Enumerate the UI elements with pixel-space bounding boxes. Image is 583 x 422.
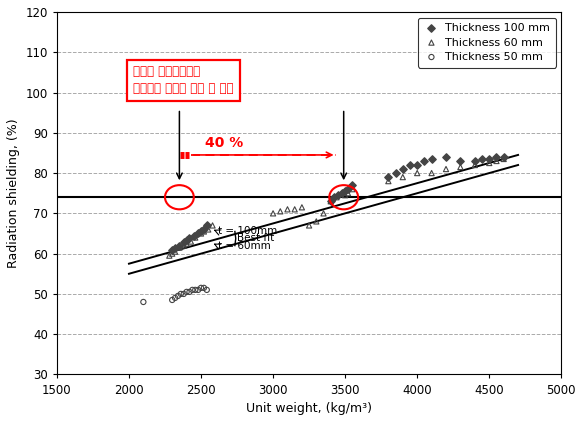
Thickness 100 mm (413, 162, 422, 168)
Thickness 60 mm (326, 198, 335, 205)
Thickness 100 mm (329, 194, 338, 200)
Thickness 60 mm (297, 204, 307, 211)
Thickness 60 mm (319, 210, 328, 217)
Thickness 60 mm (484, 160, 494, 166)
Thickness 60 mm (276, 208, 285, 215)
Thickness 100 mm (340, 188, 350, 195)
Thickness 100 mm (196, 228, 206, 235)
Thickness 60 mm (343, 190, 353, 197)
Thickness 100 mm (182, 236, 191, 243)
Y-axis label: Radiation shielding, (%): Radiation shielding, (%) (7, 119, 20, 268)
Thickness 60 mm (268, 210, 278, 217)
Thickness 60 mm (290, 206, 299, 213)
Text: 40 %: 40 % (205, 136, 244, 150)
Thickness 60 mm (203, 226, 213, 233)
Thickness 100 mm (398, 166, 408, 173)
Thickness 60 mm (191, 234, 200, 241)
Thickness 100 mm (185, 234, 194, 241)
Thickness 100 mm (391, 170, 401, 176)
Thickness 100 mm (492, 154, 501, 160)
Thickness 100 mm (175, 242, 184, 249)
Thickness 100 mm (456, 157, 465, 164)
Thickness 100 mm (202, 222, 212, 229)
Thickness 100 mm (338, 190, 347, 197)
Thickness 60 mm (304, 222, 314, 229)
Thickness 100 mm (199, 226, 209, 233)
Thickness 50 mm (182, 289, 191, 295)
Thickness 60 mm (347, 186, 357, 192)
Text: 동일한 차폐성능에서
콘크리트 두께를 줄일 수 있음: 동일한 차폐성능에서 콘크리트 두께를 줄일 수 있음 (134, 65, 234, 95)
Thickness 60 mm (340, 192, 350, 199)
Thickness 100 mm (484, 156, 494, 162)
Thickness 50 mm (194, 287, 203, 293)
Thickness 100 mm (343, 186, 353, 192)
Text: t = 100mm: t = 100mm (218, 227, 278, 236)
Thickness 100 mm (405, 162, 415, 168)
Thickness 60 mm (441, 166, 451, 173)
Thickness 50 mm (188, 287, 197, 293)
Thickness 100 mm (441, 154, 451, 160)
Thickness 100 mm (326, 198, 335, 205)
Thickness 60 mm (175, 244, 184, 251)
Legend: Thickness 100 mm, Thickness 60 mm, Thickness 50 mm: Thickness 100 mm, Thickness 60 mm, Thick… (417, 17, 556, 68)
Thickness 100 mm (499, 154, 508, 160)
Thickness 60 mm (456, 164, 465, 170)
Thickness 60 mm (196, 230, 206, 237)
Thickness 100 mm (384, 174, 393, 181)
Thickness 60 mm (199, 228, 209, 235)
Thickness 50 mm (179, 290, 188, 297)
Thickness 100 mm (427, 156, 436, 162)
Thickness 60 mm (492, 157, 501, 164)
Thickness 60 mm (182, 240, 191, 247)
Thickness 50 mm (173, 292, 182, 299)
Thickness 60 mm (170, 248, 180, 255)
Thickness 100 mm (347, 182, 357, 189)
Thickness 60 mm (384, 178, 393, 184)
Text: Best fit: Best fit (237, 233, 274, 243)
Thickness 100 mm (167, 246, 177, 253)
Thickness 60 mm (167, 250, 177, 257)
Thickness 60 mm (332, 194, 341, 200)
Thickness 60 mm (208, 222, 217, 229)
Thickness 60 mm (427, 170, 436, 176)
Text: t = 60mm: t = 60mm (218, 241, 271, 251)
Thickness 100 mm (179, 238, 188, 245)
Thickness 50 mm (170, 295, 180, 301)
Thickness 50 mm (167, 297, 177, 303)
Thickness 50 mm (139, 299, 148, 306)
Thickness 60 mm (398, 174, 408, 181)
Thickness 100 mm (420, 157, 429, 164)
Thickness 100 mm (189, 232, 198, 239)
Thickness 50 mm (191, 287, 200, 293)
Thickness 60 mm (179, 242, 188, 249)
Thickness 60 mm (499, 156, 508, 162)
Thickness 100 mm (194, 230, 203, 237)
Thickness 100 mm (170, 244, 180, 251)
Thickness 50 mm (185, 289, 194, 295)
Thickness 60 mm (186, 238, 195, 245)
Thickness 50 mm (202, 287, 212, 293)
X-axis label: Unit weight, (kg/m³): Unit weight, (kg/m³) (246, 402, 372, 415)
Thickness 60 mm (413, 170, 422, 176)
Thickness 100 mm (470, 157, 479, 164)
Thickness 60 mm (164, 252, 174, 259)
Thickness 50 mm (176, 290, 185, 297)
Thickness 60 mm (283, 206, 292, 213)
Thickness 60 mm (470, 162, 479, 168)
Thickness 60 mm (312, 218, 321, 225)
Thickness 50 mm (199, 284, 209, 291)
Thickness 100 mm (333, 192, 343, 199)
Thickness 100 mm (477, 156, 487, 162)
Thickness 50 mm (196, 284, 206, 291)
